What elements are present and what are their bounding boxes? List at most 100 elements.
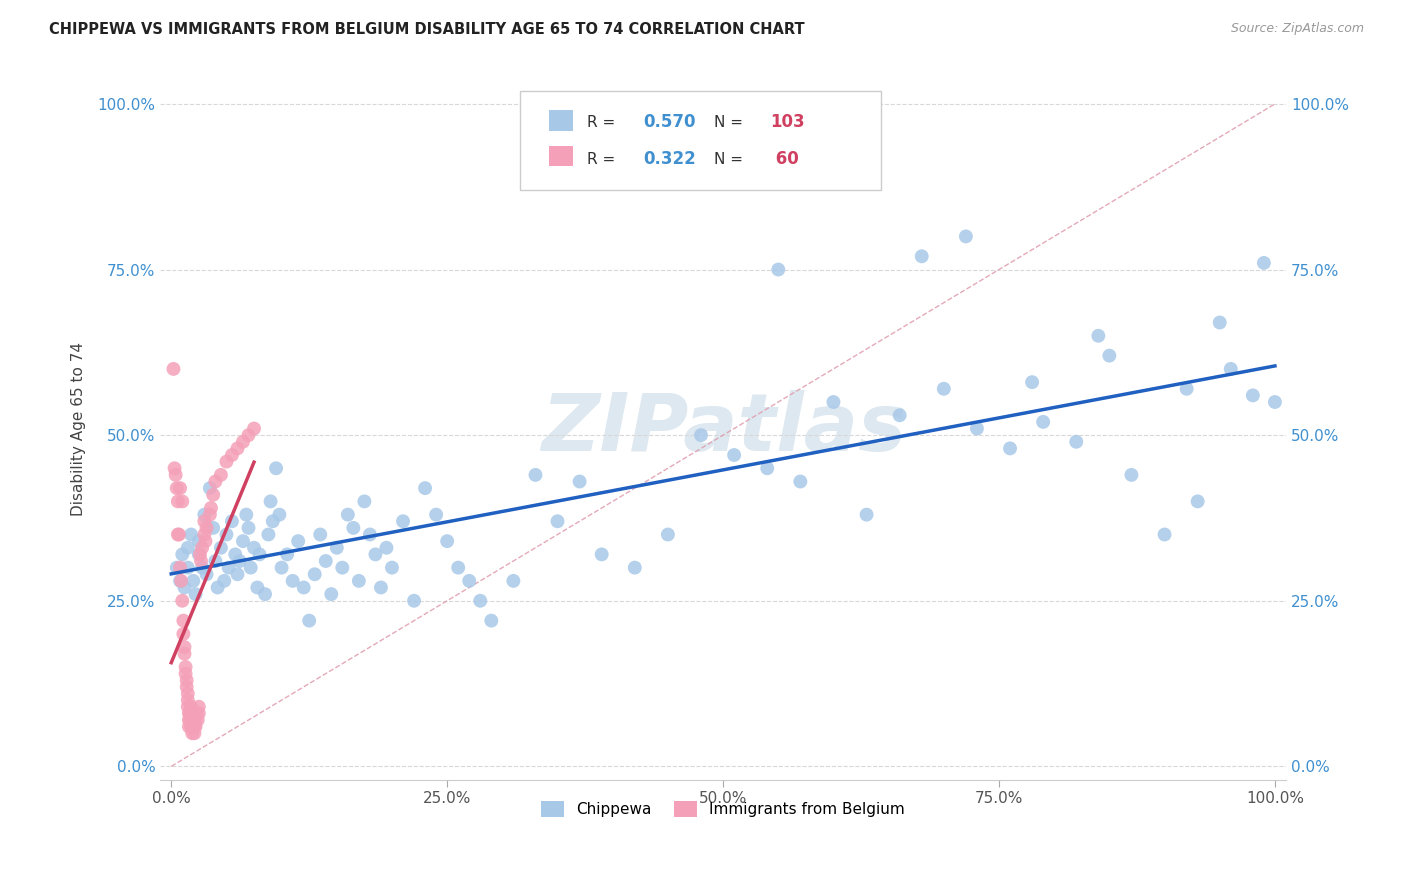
Point (232, 534, 254, 549)
Point (262, 514, 284, 528)
Point (188, 548, 211, 562)
Point (232, 434, 254, 449)
Point (174, 660, 197, 674)
Point (177, 686, 200, 700)
Point (180, 527, 202, 541)
Point (257, 527, 280, 541)
Point (479, 614, 502, 628)
Point (326, 541, 349, 555)
Point (194, 534, 217, 549)
Point (470, 593, 492, 607)
Point (381, 560, 404, 574)
Point (623, 560, 645, 574)
Point (169, 574, 191, 588)
Point (207, 581, 229, 595)
Point (276, 548, 298, 562)
Point (170, 574, 193, 588)
Point (212, 574, 235, 588)
Point (181, 720, 204, 734)
Text: ZIPatlas: ZIPatlas (540, 390, 905, 467)
Point (298, 614, 321, 628)
Point (591, 548, 613, 562)
Y-axis label: Disability Age 65 to 74: Disability Age 65 to 74 (72, 342, 86, 516)
Point (287, 534, 309, 549)
Point (177, 541, 200, 555)
Point (166, 481, 188, 495)
Point (723, 448, 745, 462)
Point (238, 521, 260, 535)
Point (243, 541, 266, 555)
Point (768, 262, 790, 277)
Point (181, 574, 204, 588)
Point (172, 627, 194, 641)
Point (176, 680, 198, 694)
Point (458, 574, 481, 588)
Text: CHIPPEWA VS IMMIGRANTS FROM BELGIUM DISABILITY AGE 65 TO 74 CORRELATION CHART: CHIPPEWA VS IMMIGRANTS FROM BELGIUM DISA… (49, 22, 804, 37)
Point (181, 706, 204, 721)
Text: N =: N = (714, 152, 744, 167)
Point (1175, 382, 1198, 396)
Point (315, 554, 337, 568)
Point (413, 481, 436, 495)
Text: 0.322: 0.322 (643, 150, 696, 169)
Point (183, 720, 205, 734)
Point (281, 574, 304, 588)
Point (330, 560, 353, 574)
Point (238, 428, 260, 442)
Point (889, 409, 911, 423)
Point (183, 726, 205, 740)
Point (195, 521, 218, 535)
Point (370, 581, 392, 595)
FancyBboxPatch shape (548, 145, 574, 166)
Point (226, 567, 249, 582)
Point (179, 713, 201, 727)
Point (502, 574, 524, 588)
Point (228, 554, 250, 568)
Point (180, 699, 202, 714)
FancyBboxPatch shape (520, 92, 880, 190)
Point (172, 614, 194, 628)
Point (1253, 256, 1275, 270)
Point (359, 527, 381, 541)
Point (173, 640, 195, 654)
Point (193, 508, 215, 522)
Point (911, 249, 934, 263)
Point (215, 527, 238, 541)
Point (184, 713, 207, 727)
Point (966, 421, 988, 435)
Text: R =: R = (586, 114, 614, 129)
Point (174, 666, 197, 681)
Point (184, 720, 207, 734)
Point (547, 514, 569, 528)
Point (169, 560, 191, 574)
Text: Source: ZipAtlas.com: Source: ZipAtlas.com (1230, 22, 1364, 36)
Point (235, 508, 257, 522)
Point (932, 382, 955, 396)
Point (167, 494, 190, 508)
Point (239, 560, 262, 574)
Point (198, 508, 221, 522)
Point (690, 428, 713, 442)
Point (165, 467, 187, 482)
Point (1121, 467, 1143, 482)
Text: 0.570: 0.570 (643, 113, 696, 131)
Point (221, 514, 243, 528)
Point (447, 560, 470, 574)
Point (221, 448, 243, 462)
Point (215, 455, 238, 469)
Point (184, 587, 207, 601)
Point (187, 548, 209, 562)
Point (169, 481, 191, 495)
Point (347, 574, 370, 588)
Point (568, 475, 591, 489)
Point (204, 475, 226, 489)
Point (321, 587, 343, 601)
Text: 60: 60 (770, 150, 799, 169)
Point (209, 467, 232, 482)
Point (172, 494, 194, 508)
Point (172, 593, 194, 607)
Point (270, 560, 292, 574)
Point (269, 508, 291, 522)
Text: R =: R = (586, 152, 614, 167)
Point (1032, 415, 1054, 429)
